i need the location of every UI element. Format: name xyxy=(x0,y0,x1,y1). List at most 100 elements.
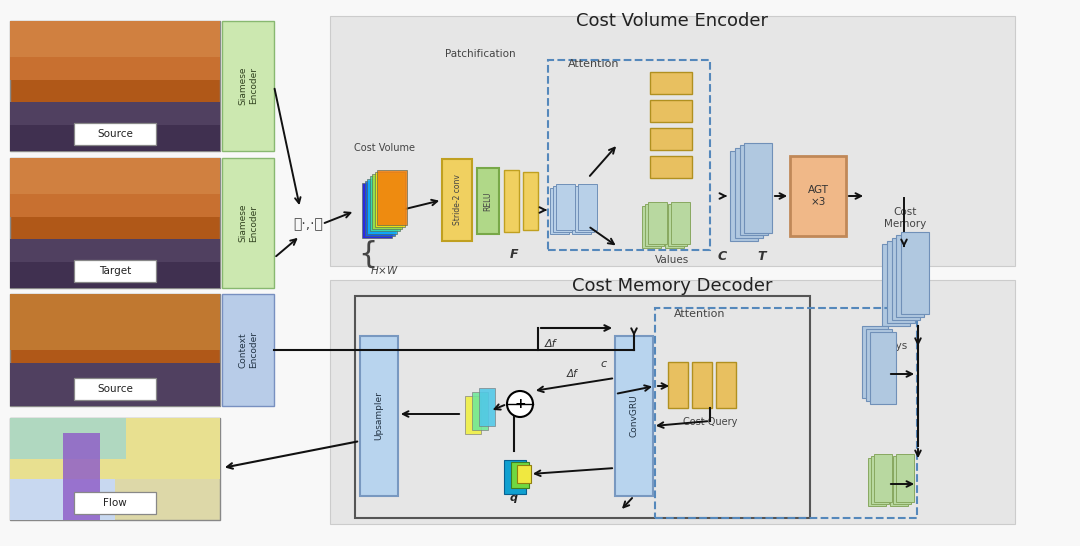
Text: Upsampler: Upsampler xyxy=(375,391,383,441)
Text: Δf: Δf xyxy=(544,339,556,349)
Bar xyxy=(553,186,571,232)
Bar xyxy=(578,185,596,230)
Bar xyxy=(355,296,810,518)
Bar xyxy=(890,458,908,506)
Text: ConvGRU: ConvGRU xyxy=(630,395,638,437)
Bar xyxy=(671,203,690,245)
Bar xyxy=(75,492,156,514)
Bar xyxy=(692,362,712,408)
Bar xyxy=(10,158,220,194)
Bar xyxy=(480,388,495,426)
Bar xyxy=(75,260,156,282)
Bar xyxy=(362,183,392,238)
Bar xyxy=(330,280,1015,524)
Text: Attention: Attention xyxy=(674,309,726,319)
Text: Target: Target xyxy=(99,266,131,276)
Text: RELU: RELU xyxy=(484,191,492,211)
Bar xyxy=(375,172,405,227)
Bar xyxy=(10,364,220,406)
Bar xyxy=(477,168,499,234)
Text: 〈·,·〉: 〈·,·〉 xyxy=(293,217,323,231)
Bar xyxy=(572,188,591,234)
Text: Patchification: Patchification xyxy=(445,49,515,59)
Text: Flow: Flow xyxy=(103,498,126,508)
Text: Cost Memory Decoder: Cost Memory Decoder xyxy=(571,277,772,295)
Bar xyxy=(10,21,220,57)
Bar xyxy=(517,465,531,483)
Bar xyxy=(63,434,100,520)
Bar xyxy=(75,123,156,145)
Bar xyxy=(10,262,220,288)
Text: Stride-2 conv: Stride-2 conv xyxy=(453,175,461,225)
Bar xyxy=(650,156,692,178)
Bar xyxy=(642,206,661,248)
Text: Cost Volume Encoder: Cost Volume Encoder xyxy=(576,12,768,30)
Text: AGT
×3: AGT ×3 xyxy=(808,185,828,207)
Bar xyxy=(360,336,399,496)
Text: C: C xyxy=(717,250,727,263)
Bar xyxy=(511,462,529,488)
Bar xyxy=(555,185,575,230)
Bar xyxy=(330,16,1015,266)
Bar xyxy=(740,145,768,235)
Bar xyxy=(887,241,915,323)
Text: Δf: Δf xyxy=(567,369,578,379)
Bar xyxy=(648,203,666,245)
Bar xyxy=(895,454,914,502)
Bar xyxy=(504,170,519,232)
Text: Keys: Keys xyxy=(660,103,684,113)
Bar xyxy=(789,156,846,236)
Bar xyxy=(10,294,220,406)
Bar xyxy=(650,72,692,94)
Bar xyxy=(367,179,397,234)
Bar xyxy=(10,125,220,151)
Bar xyxy=(10,418,220,479)
Bar xyxy=(862,326,888,398)
Text: Cost Query: Cost Query xyxy=(683,417,738,427)
Bar xyxy=(866,329,892,401)
Text: F: F xyxy=(510,247,518,260)
Bar xyxy=(645,204,664,246)
Bar xyxy=(650,128,692,150)
Bar xyxy=(575,186,594,232)
Bar xyxy=(10,158,220,288)
Bar xyxy=(870,332,896,404)
Bar xyxy=(10,239,220,288)
Text: q: q xyxy=(510,493,518,503)
Bar xyxy=(377,170,407,225)
Text: +: + xyxy=(514,397,526,411)
Bar xyxy=(550,188,569,234)
Text: c: c xyxy=(600,359,607,369)
Bar xyxy=(901,232,929,314)
Text: Siamese
Encoder: Siamese Encoder xyxy=(239,67,258,105)
Bar xyxy=(222,158,274,288)
Text: Values: Values xyxy=(654,255,689,265)
Text: $H{\times}W$: $H{\times}W$ xyxy=(370,264,400,276)
Circle shape xyxy=(507,391,534,417)
Bar xyxy=(10,102,220,151)
Text: Cost
Memory: Cost Memory xyxy=(883,207,927,229)
Text: {: { xyxy=(359,240,378,269)
Bar xyxy=(665,206,684,248)
Bar xyxy=(504,460,526,494)
Bar xyxy=(882,244,910,326)
Bar xyxy=(669,362,688,408)
Bar xyxy=(10,158,220,217)
Text: Attention: Attention xyxy=(568,59,620,69)
Text: Source: Source xyxy=(97,384,133,394)
Bar xyxy=(10,21,220,151)
Bar xyxy=(734,148,762,238)
Bar xyxy=(222,21,274,151)
Bar xyxy=(10,418,125,459)
Bar xyxy=(896,235,924,317)
Bar xyxy=(730,151,758,241)
Bar xyxy=(10,21,220,80)
Bar xyxy=(365,181,394,236)
Bar xyxy=(893,456,910,504)
Bar xyxy=(10,418,114,520)
Bar xyxy=(75,378,156,400)
Bar xyxy=(615,336,653,496)
Text: Keys: Keys xyxy=(882,341,907,351)
Bar xyxy=(523,172,538,230)
Bar xyxy=(868,458,886,506)
